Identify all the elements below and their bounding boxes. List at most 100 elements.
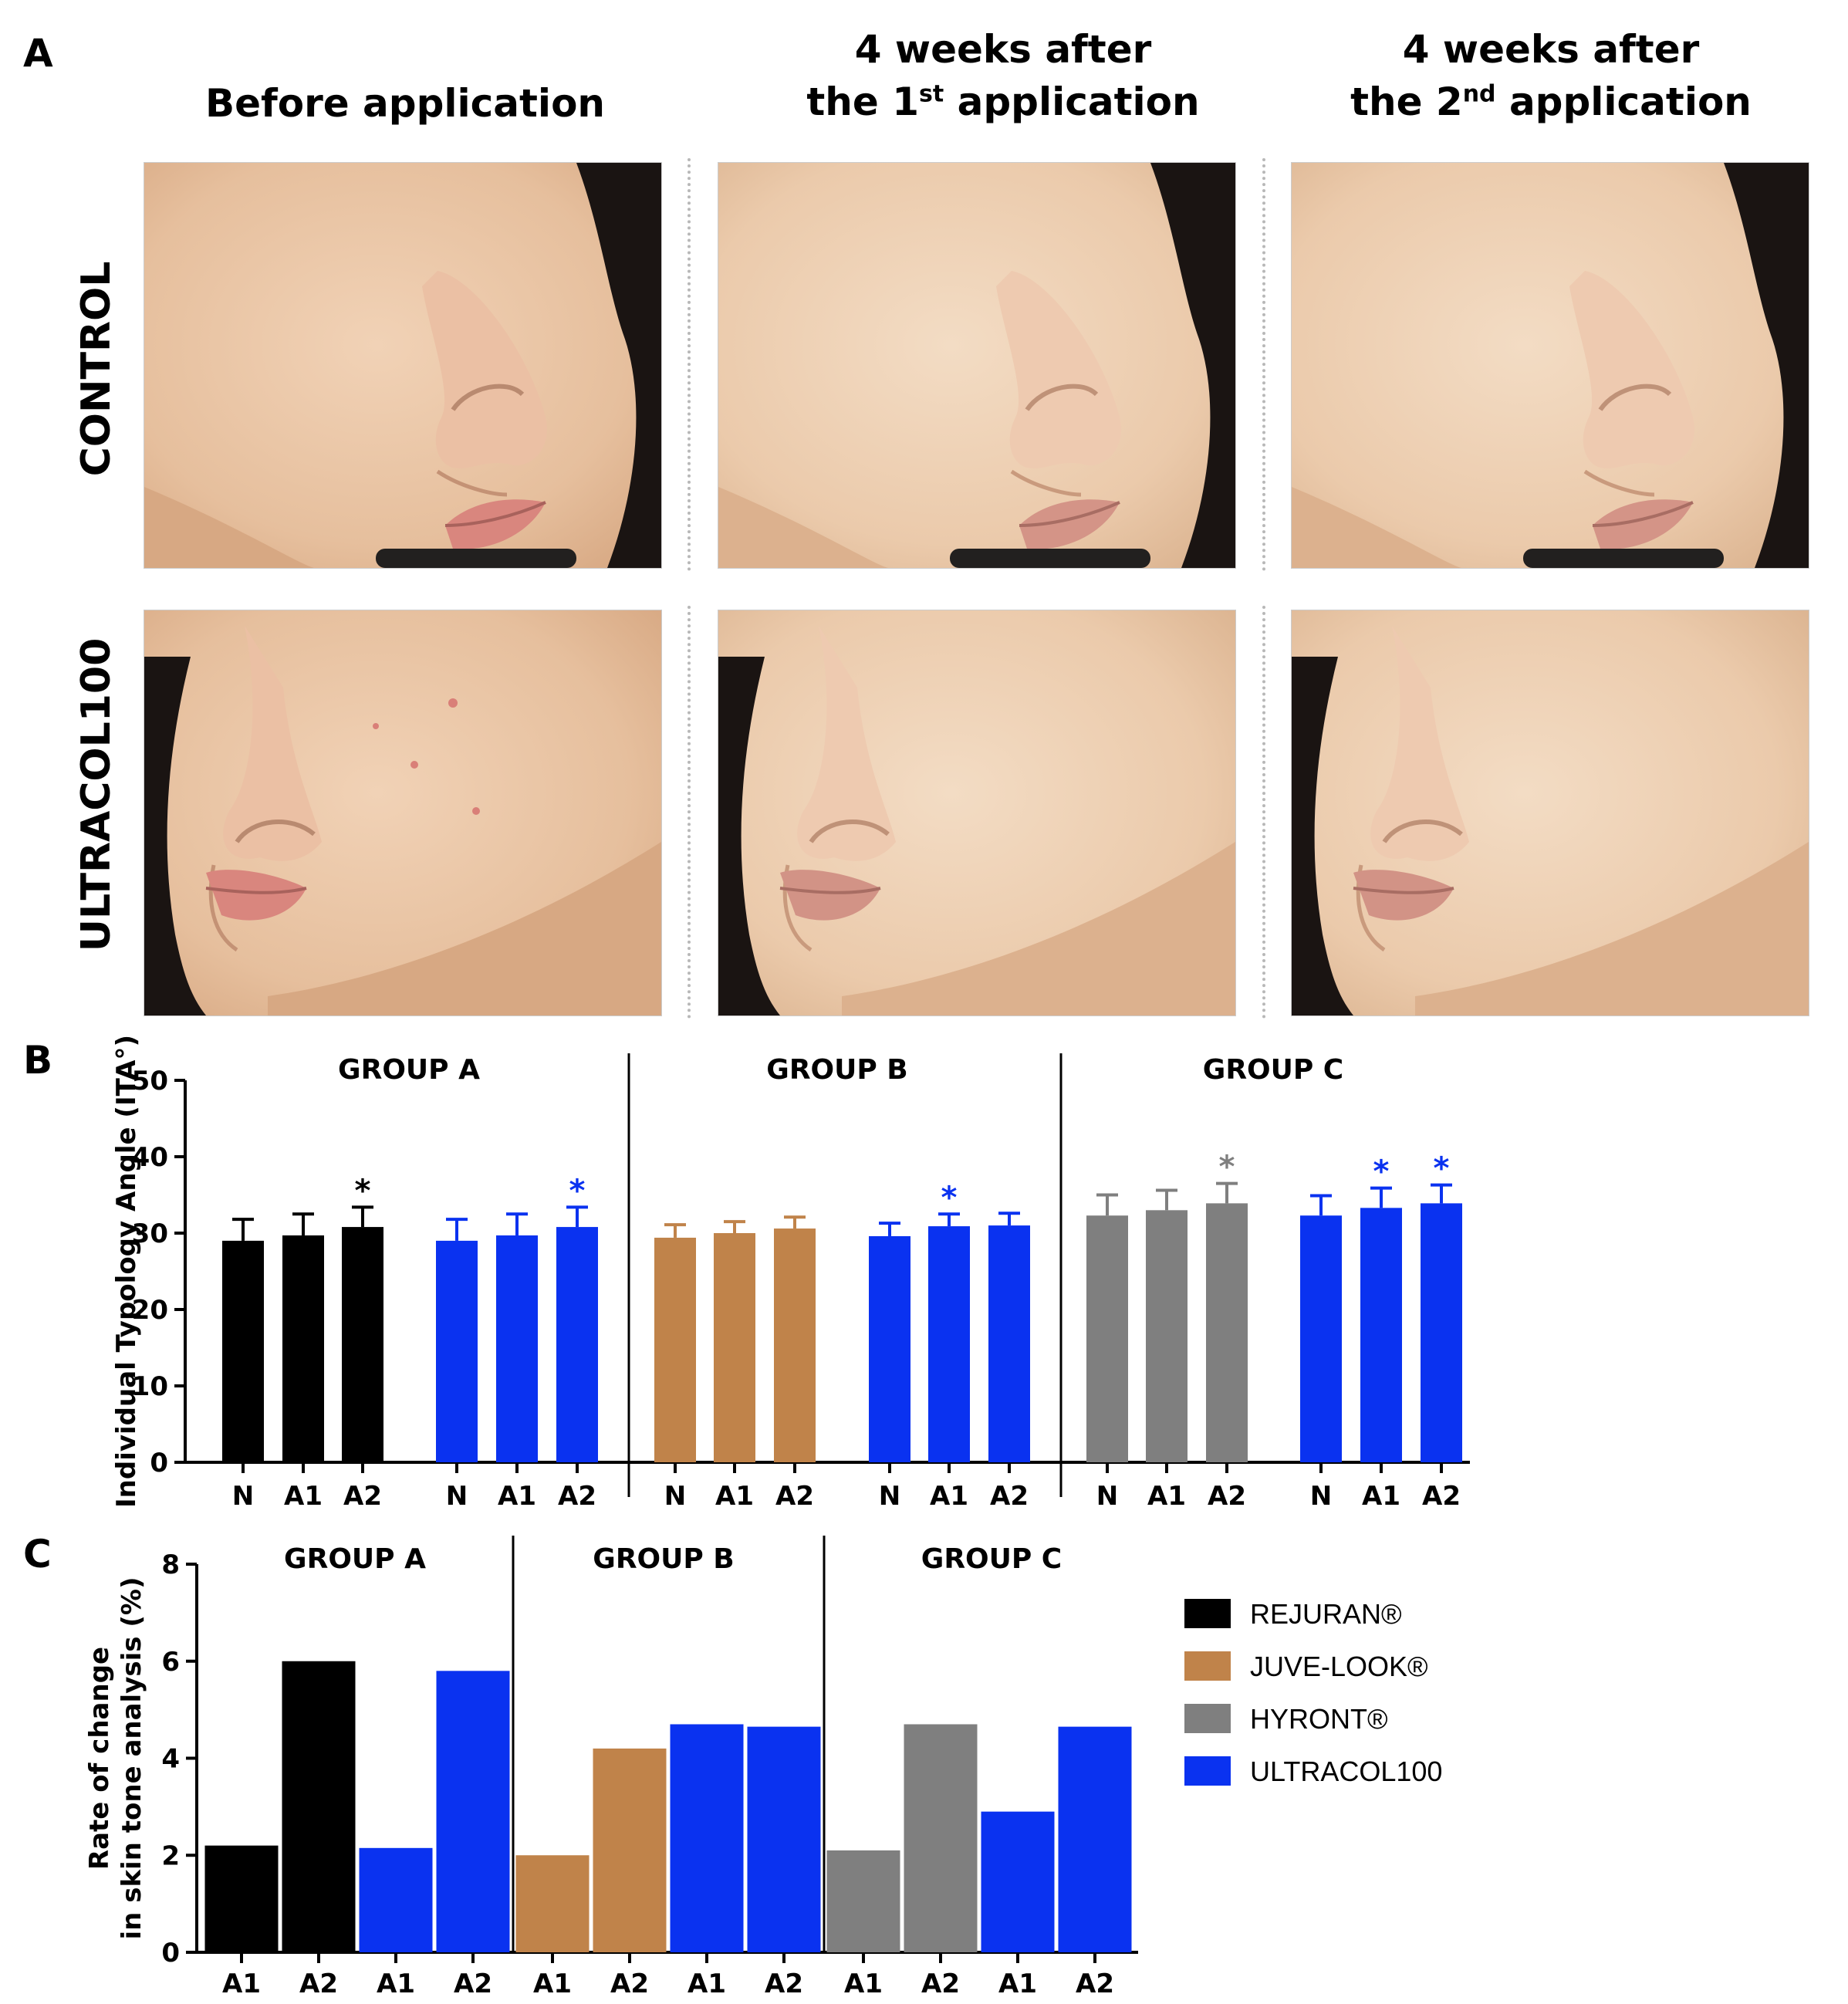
bar [981,1811,1055,1952]
y-tick-label: 0 [161,1938,180,1969]
x-tick-label: A1 [844,1969,883,1999]
bar [988,1225,1030,1462]
bar [359,1847,433,1952]
significance-star: * [1219,1150,1235,1185]
face-photo-ultracol-after-2nd [1291,610,1809,1016]
x-tick-label: A2 [921,1969,960,1999]
photo-divider [688,606,691,1019]
y-tick-label: 40 [132,1142,168,1173]
y-axis-label-line2: in skin tone analysis (%) [117,1577,147,1940]
x-tick-label: A1 [715,1481,754,1512]
legend-label: JUVE-LOOK® [1250,1651,1428,1682]
y-tick-label: 2 [161,1840,180,1871]
bar [282,1661,356,1952]
significance-star: * [1434,1151,1450,1187]
legend-label: HYRONT® [1250,1703,1388,1735]
significance-star: * [569,1173,586,1208]
x-tick-label: A1 [377,1969,415,1999]
x-tick-label: A2 [1208,1481,1246,1512]
x-tick-label: A2 [454,1969,492,1999]
bar [342,1227,383,1462]
bar [774,1228,816,1462]
legend-label: ULTRACOL100 [1250,1756,1442,1787]
legend-swatch [1184,1599,1231,1628]
face-photo-ultracol-before [144,610,662,1016]
bar [436,1240,478,1462]
y-tick-label: 50 [132,1066,168,1097]
x-tick-label: A1 [930,1481,968,1512]
x-tick-label: N [664,1481,686,1512]
bar [928,1226,970,1462]
x-tick-label: N [1310,1481,1332,1512]
x-tick-label: A2 [990,1481,1029,1512]
x-tick-label: A2 [1076,1969,1114,1999]
photo-divider [1262,158,1265,571]
bar [204,1845,279,1952]
significance-star: * [1373,1154,1390,1190]
bar [1360,1208,1402,1462]
group-label: GROUP A [284,1543,426,1575]
y-tick-label: 10 [132,1371,168,1402]
chart-c-skin-tone: 0 2 4 6 8 Rate of change in skin tone analysis… [84,1536,1442,1999]
bar [593,1748,667,1952]
significance-star: * [941,1180,958,1215]
y-tick-label: 6 [161,1647,180,1678]
column-title-line2: the 2nd application [1350,79,1752,124]
bar [1086,1215,1128,1462]
column-title-before: Before application [147,77,664,130]
bar [670,1724,744,1952]
bar [826,1850,900,1952]
column-title-line1: 4 weeks after [854,27,1152,72]
y-tick-label: 20 [132,1295,168,1326]
bar [515,1855,590,1952]
y-tick-label: 4 [161,1744,180,1775]
x-tick-label: A1 [1147,1481,1186,1512]
y-axis-label-line1: Rate of change [84,1647,115,1870]
group-label: GROUP C [921,1543,1062,1575]
x-tick-label: A1 [222,1969,261,1999]
face-photo-ultracol-after-1st [718,610,1236,1016]
x-tick-label: A2 [343,1481,382,1512]
significance-star: * [355,1173,371,1208]
column-title-after-2nd: 4 weeks after the 2nd application [1292,23,1809,128]
bar [436,1671,510,1952]
panel-letter-a: A [23,31,53,76]
y-axis-label: Individual Typology Angle (ITA°) [111,1035,142,1508]
bar [1206,1203,1248,1462]
column-title-line1: 4 weeks after [1402,27,1700,72]
bar [1421,1203,1462,1462]
y-tick-label: 8 [161,1549,180,1580]
y-tick-label: 30 [132,1218,168,1249]
bar [556,1227,598,1462]
panel-letter-b: B [23,1038,53,1083]
row-label-ultracol100: ULTRACOL100 [73,637,120,952]
x-tick-label: A1 [1362,1481,1400,1512]
x-tick-label: A2 [765,1969,803,1999]
legend-label: REJURAN® [1250,1598,1402,1630]
bar [904,1724,978,1952]
bar [496,1235,538,1462]
bar [222,1240,264,1462]
bar [1146,1210,1188,1462]
x-tick-label: A2 [610,1969,649,1999]
bar [714,1233,755,1462]
y-tick-label: 0 [150,1448,168,1478]
face-photo-control-after-1st [718,162,1236,569]
photo-divider [1262,606,1265,1019]
x-tick-label: A2 [558,1481,596,1512]
x-tick-label: A2 [1422,1481,1461,1512]
x-tick-label: A1 [498,1481,536,1512]
bar [1300,1215,1342,1462]
bar [654,1237,696,1462]
x-tick-label: A1 [533,1969,572,1999]
x-tick-label: N [232,1481,254,1512]
x-tick-label: N [1096,1481,1118,1512]
bar [1058,1726,1132,1952]
photo-divider [688,158,691,571]
bar [869,1235,910,1462]
face-photo-control-before [144,162,662,569]
bar [747,1726,821,1952]
x-tick-label: A2 [775,1481,814,1512]
legend-swatch [1184,1704,1231,1733]
